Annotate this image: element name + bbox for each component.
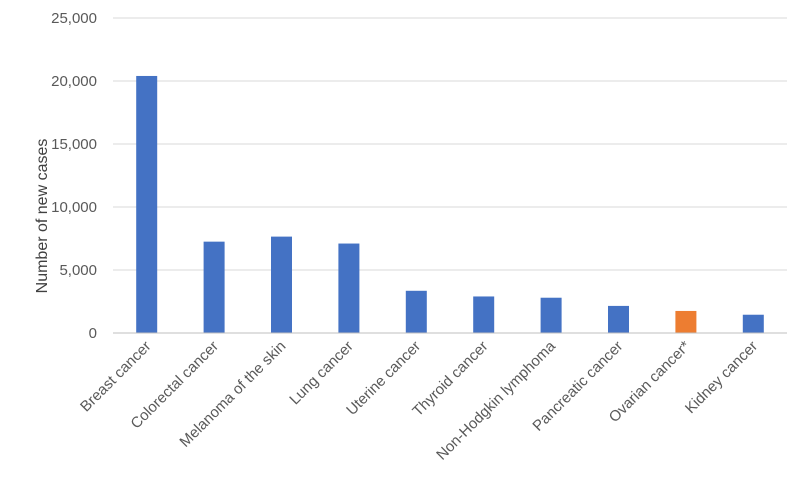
bar <box>405 290 427 333</box>
y-tick-label: 10,000 <box>51 199 97 216</box>
y-tick-label: 0 <box>89 325 97 342</box>
bar <box>136 75 158 334</box>
bar <box>203 241 225 333</box>
bar <box>675 310 697 333</box>
bar <box>742 314 764 333</box>
y-tick-label: 15,000 <box>51 136 97 153</box>
x-tick-label: Non-Hodgkin lymphoma <box>433 337 559 463</box>
bar <box>540 297 562 333</box>
gridlines <box>113 17 787 271</box>
bar <box>271 236 292 333</box>
x-tick-label: Lung cancer <box>286 338 356 408</box>
y-tick-label: 20,000 <box>51 73 97 90</box>
bars <box>136 75 764 334</box>
bar <box>338 243 360 333</box>
bar <box>473 296 495 333</box>
x-tick-label: Kidney cancer <box>682 338 761 417</box>
bar <box>608 305 629 333</box>
y-tick-label: 25,000 <box>51 10 97 27</box>
y-tick-label: 5,000 <box>59 262 97 279</box>
y-axis-title: Number of new cases <box>34 139 51 294</box>
y-axis-ticks: 0 5,000 10,000 15,000 20,000 25,000 <box>51 10 97 342</box>
